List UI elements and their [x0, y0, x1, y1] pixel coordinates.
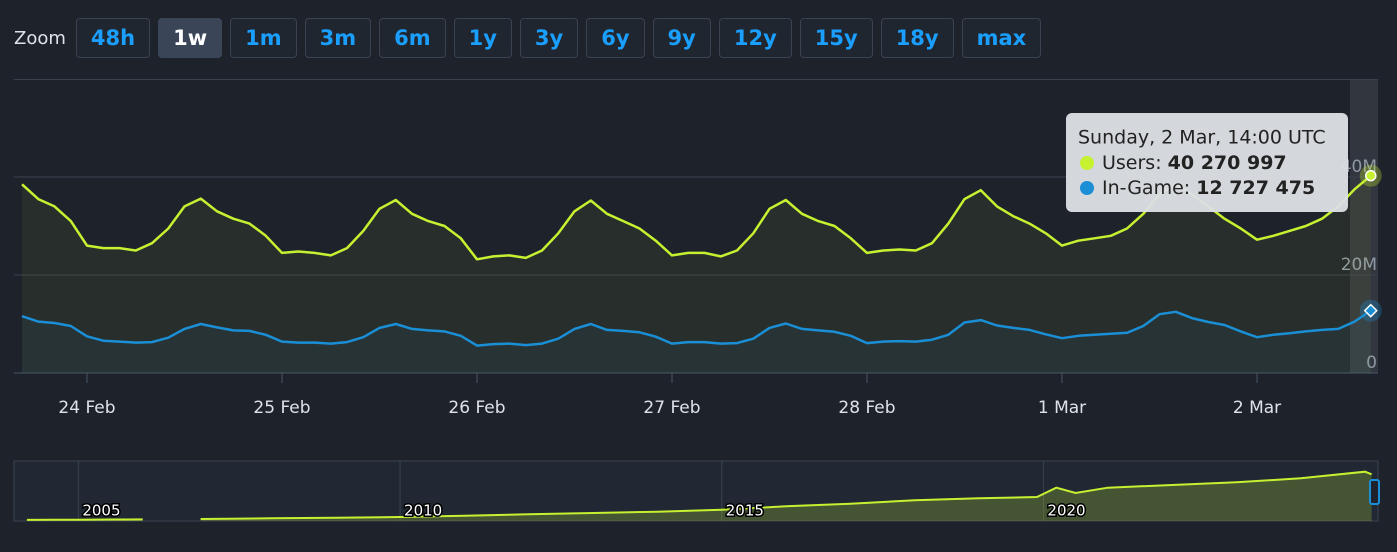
- zoom-button[interactable]: 6y: [586, 18, 645, 58]
- tooltip-title: Sunday, 2 Mar, 14:00 UTC: [1078, 127, 1326, 149]
- tooltip-label: Users:: [1102, 152, 1162, 174]
- tooltip-row: In-Game: 12 727 475: [1102, 177, 1315, 199]
- navigator: 2005 2010 2015 2020: [26, 461, 1372, 521]
- area: [22, 175, 1371, 373]
- zoom-button[interactable]: 6m: [379, 18, 446, 58]
- zoom-button[interactable]: 12y: [718, 18, 792, 58]
- y-tick-label: 0: [1366, 353, 1377, 373]
- area: [22, 310, 1371, 373]
- x-tick-label: 26 Feb: [448, 398, 505, 418]
- tooltip-box: [1066, 113, 1348, 212]
- x-tick-label: 28 Feb: [838, 398, 895, 418]
- tooltip-dot: [1080, 156, 1094, 170]
- zoom-button[interactable]: 1w: [158, 18, 223, 58]
- zoom-label: Zoom: [14, 27, 66, 49]
- line: [26, 470, 1372, 521]
- hover-point: [1365, 169, 1377, 182]
- hover-point: [1363, 303, 1378, 318]
- x-tick-label: 2005: [82, 502, 120, 520]
- x-tick-label: 25 Feb: [253, 398, 310, 418]
- area: [26, 471, 1372, 521]
- zoom-button[interactable]: max: [961, 18, 1042, 58]
- x-tick-label: 2020: [1047, 502, 1085, 520]
- tooltip: Sunday, 2 Mar, 14:00 UTC Users: 40 270 9…: [1066, 113, 1348, 212]
- zoom-button[interactable]: 1y: [453, 18, 512, 58]
- tooltip-label: In-Game:: [1102, 177, 1190, 199]
- tooltip-value: 40 270 997: [1168, 152, 1287, 174]
- zoom-bar: Zoom 48h 1w 1m 3m 6m 1y 3y 6y 9y 12y 15y 18y max: [14, 18, 1042, 58]
- tooltip-value: 12 727 475: [1196, 177, 1315, 199]
- x-tick-label: 27 Feb: [643, 398, 700, 418]
- zoom-button[interactable]: 3m: [304, 18, 372, 58]
- zoom-button[interactable]: 1m: [230, 18, 297, 58]
- x-tick-label: 2015: [726, 502, 764, 520]
- x-tick-label: 2010: [404, 502, 442, 520]
- zoom-button[interactable]: 9y: [652, 18, 711, 58]
- x-tick-label: 24 Feb: [58, 398, 115, 418]
- zoom-button[interactable]: 3y: [519, 18, 579, 58]
- tooltip-row: Users: 40 270 997: [1102, 152, 1287, 174]
- x-tick-label: 1 Mar: [1038, 398, 1086, 418]
- y-tick-label: 20M: [1341, 255, 1377, 275]
- hover-band: [1350, 80, 1378, 373]
- zoom-button[interactable]: 15y: [799, 18, 873, 58]
- x-tick-label: 2 Mar: [1233, 398, 1281, 418]
- tooltip-dot: [1080, 181, 1094, 195]
- zoom-button[interactable]: 48h: [75, 18, 151, 58]
- line: [21, 309, 1372, 347]
- zoom-button[interactable]: 18y: [880, 18, 954, 58]
- navigator-handle[interactable]: [1369, 479, 1380, 505]
